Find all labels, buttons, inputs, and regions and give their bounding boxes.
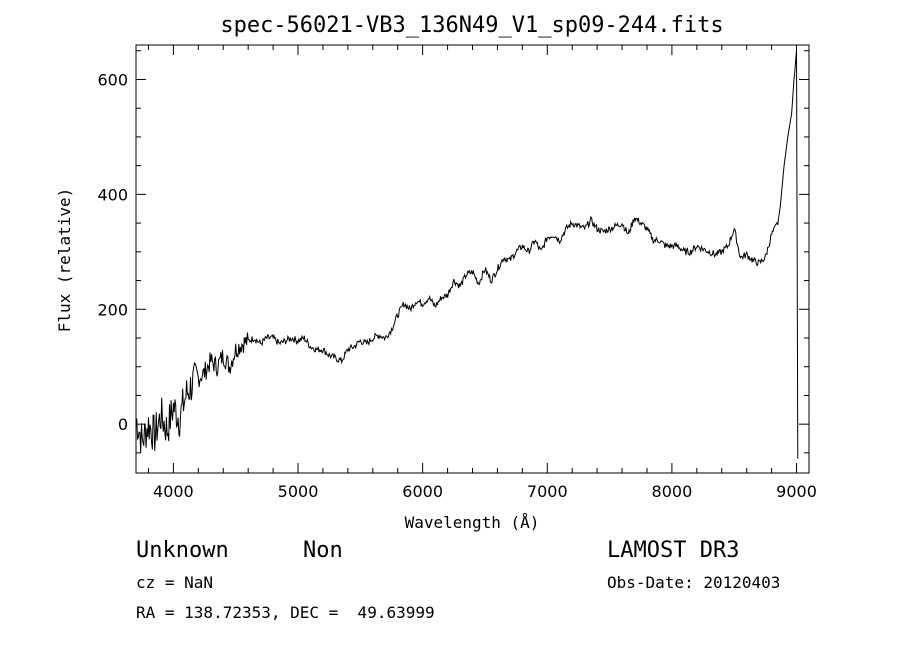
plot-frame [135, 44, 810, 474]
object-subclass: Non [303, 538, 343, 563]
spectrum-line [135, 50, 799, 459]
axis-ticks: 4000 5000 6000 7000 8000 9000 0 200 400 600 [97, 45, 817, 501]
y-tick-label: 600 [97, 70, 128, 89]
y-tick-label: 200 [97, 300, 128, 319]
x-tick-label: 5000 [278, 482, 319, 501]
x-tick-label: 8000 [652, 482, 693, 501]
survey-name: LAMOST DR3 [607, 538, 740, 563]
y-axis-label: Flux (relative) [55, 188, 74, 333]
x-tick-label: 4000 [153, 482, 194, 501]
x-axis-label: Wavelength (Å) [405, 513, 540, 532]
y-tick-label: 0 [118, 415, 128, 434]
redshift-cz: cz = NaN [136, 573, 214, 592]
obs-date: Obs-Date: 20120403 [607, 573, 781, 592]
y-tick-label: 400 [97, 185, 128, 204]
x-tick-label: 7000 [527, 482, 568, 501]
ra-dec: RA = 138.72353, DEC = 49.63999 [136, 603, 435, 622]
chart-title: spec-56021-VB3_136N49_V1_sp09-244.fits [220, 13, 723, 38]
x-tick-label: 9000 [776, 482, 817, 501]
x-tick-label: 6000 [402, 482, 443, 501]
object-class: Unknown [136, 538, 229, 563]
